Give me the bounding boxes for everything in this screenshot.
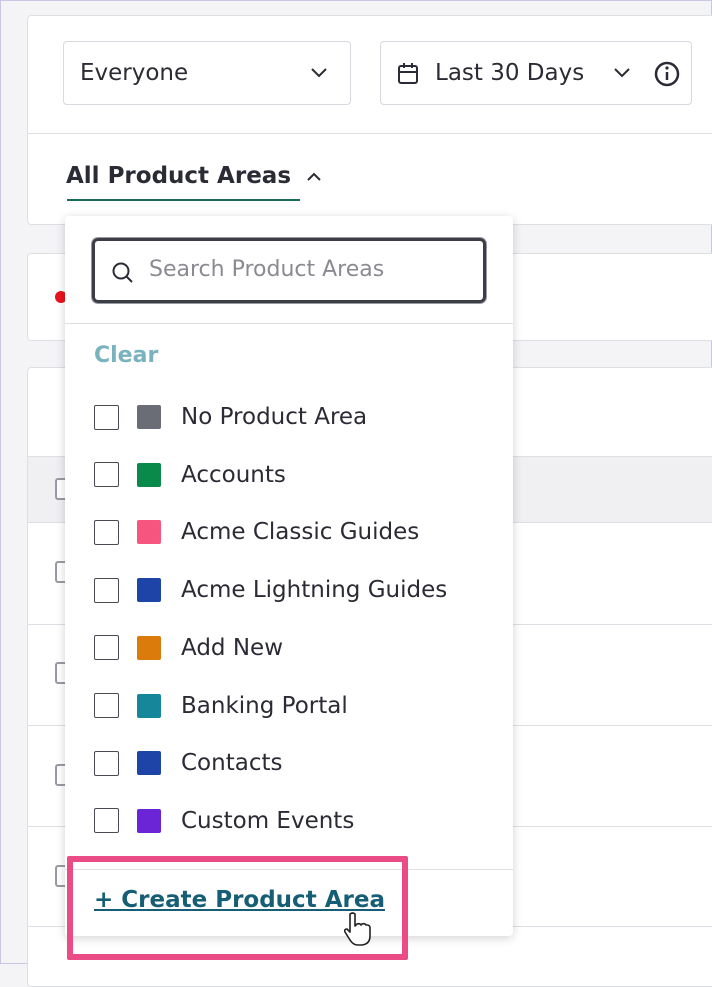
item-label: Custom Events (181, 807, 355, 834)
checkbox (94, 808, 119, 834)
item-label: Banking Portal (181, 692, 348, 719)
search-placeholder: Search Product Areas (149, 257, 385, 282)
calendar-icon (398, 63, 418, 84)
list-item[interactable]: Accounts (65, 455, 513, 495)
item-label: Add New (181, 634, 284, 661)
chevron-up (307, 172, 321, 181)
checkbox (94, 750, 119, 776)
checkbox (94, 635, 119, 661)
color-swatch (137, 751, 161, 776)
search-box[interactable]: Search Product Areas (92, 238, 486, 303)
item-label: Accounts (181, 461, 286, 488)
chevron-down (311, 68, 327, 78)
divider (65, 323, 513, 324)
list-item[interactable]: Add New (65, 628, 513, 668)
chevron-down (614, 68, 630, 78)
list-item[interactable]: Acme Lightning Guides (65, 570, 513, 610)
cursor-hand (343, 912, 371, 946)
date-select[interactable]: Last 30 Days (380, 41, 692, 105)
dropdown-panel: Search Product Areas Clear No Product Ar… (65, 216, 513, 936)
checkbox (94, 462, 119, 488)
search-icon (112, 262, 133, 283)
list-item[interactable]: No Product Area (65, 397, 513, 437)
audience-label: Everyone (80, 60, 189, 86)
list-item[interactable]: Acme Classic Guides (65, 512, 513, 552)
item-label: Acme Lightning Guides (181, 577, 448, 604)
divider (27, 133, 712, 134)
color-swatch (137, 635, 161, 660)
date-label: Last 30 Days (435, 60, 585, 86)
divider (65, 869, 513, 870)
color-swatch (137, 808, 161, 833)
color-swatch (137, 693, 161, 718)
item-label: Acme Classic Guides (181, 519, 420, 546)
color-swatch (137, 578, 161, 603)
create-link[interactable]: + Create Product Area (94, 887, 385, 913)
clear-button[interactable]: Clear (94, 343, 159, 368)
product-areas-toggle[interactable]: All Product Areas (66, 163, 323, 189)
list-item[interactable]: Custom Events (65, 801, 513, 841)
checkbox (94, 519, 119, 545)
checkbox (94, 404, 119, 430)
checkbox (94, 577, 119, 603)
product-areas-label: All Product Areas (66, 163, 292, 189)
color-swatch (137, 462, 161, 487)
color-swatch (137, 405, 161, 429)
list-item[interactable]: Banking Portal (65, 686, 513, 726)
info-icon[interactable] (653, 60, 681, 88)
item-label: Contacts (181, 750, 283, 777)
audience-select[interactable]: Everyone (63, 41, 351, 105)
item-label: No Product Area (181, 404, 368, 430)
color-swatch (137, 520, 161, 545)
highlight-box (67, 856, 408, 960)
checkbox (94, 693, 119, 718)
underline (67, 199, 300, 201)
list-item[interactable]: Contacts (65, 743, 513, 783)
status-dot (55, 291, 67, 303)
